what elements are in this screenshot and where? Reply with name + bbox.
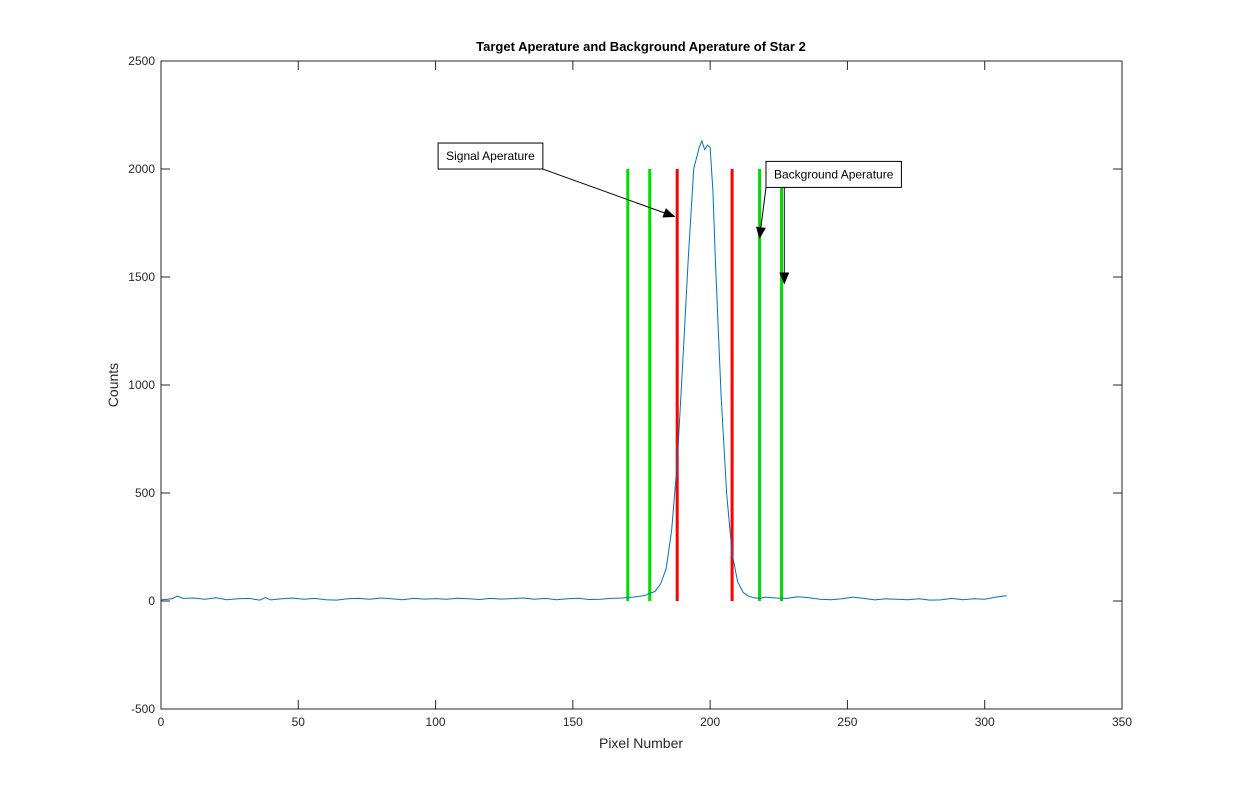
y-tick-label: 1000 — [128, 378, 155, 392]
annotation-text: Signal Aperature — [446, 149, 535, 163]
y-tick-label: 2000 — [128, 162, 155, 176]
plot-area: 0 50 100 150 200 250 300 350-500050010001500200… — [128, 54, 1132, 729]
y-tick-label: 500 — [135, 486, 155, 500]
x-axis-label: Pixel Number — [599, 735, 683, 751]
annotation-box — [437, 142, 544, 170]
x-tick-label: 350 — [1112, 715, 1132, 729]
annotation-text: Background Aperature — [774, 167, 894, 181]
data-series-line — [160, 139, 1007, 601]
annotation-box — [765, 160, 902, 188]
y-tick-label: 1500 — [128, 270, 155, 284]
axes-box — [160, 60, 1123, 710]
x-tick-label: 300 — [975, 715, 995, 729]
y-tick-label: -500 — [131, 702, 155, 716]
x-tick-label: 100 — [426, 715, 446, 729]
y-axis-label: Counts — [105, 363, 121, 407]
x-tick-label: 0 — [158, 715, 165, 729]
x-tick-label: 250 — [837, 715, 857, 729]
x-tick-label: 150 — [563, 715, 583, 729]
x-tick-label: 200 — [700, 715, 720, 729]
x-tick-label: 50 — [292, 715, 306, 729]
y-tick-label: 0 — [148, 594, 155, 608]
chart-title: Target Aperature and Background Aperatur… — [476, 39, 806, 54]
y-tick-label: 2500 — [128, 54, 155, 68]
annotation-arrow — [755, 187, 767, 240]
annotation-arrow — [542, 168, 676, 218]
